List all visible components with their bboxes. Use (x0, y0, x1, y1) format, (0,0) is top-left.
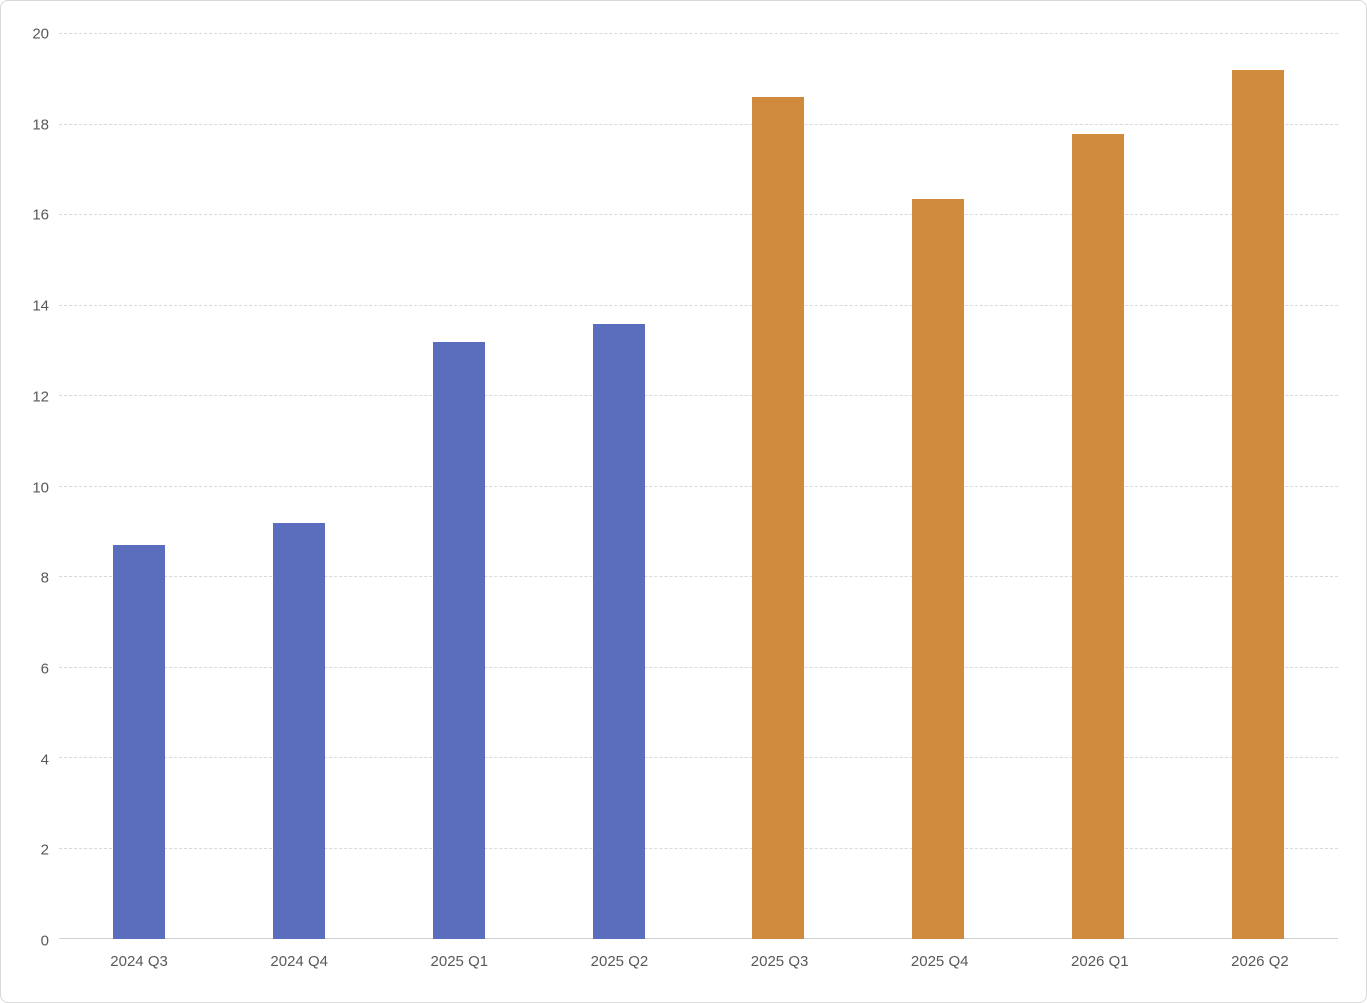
bar-2026-q2 (1232, 70, 1285, 939)
plot-area (59, 33, 1338, 939)
x-axis-tick-label: 2025 Q3 (750, 953, 809, 970)
bar-slot (699, 34, 859, 939)
gridline (59, 214, 1338, 215)
y-axis-tick-label: 2 (40, 841, 49, 859)
x-axis-tick-label: 2026 Q2 (1231, 953, 1289, 970)
bar-2025-q3 (752, 97, 805, 939)
gridline (59, 485, 1338, 487)
x-axis-tick-label: 2025 Q4 (910, 953, 969, 970)
y-axis-tick-label: 6 (40, 660, 49, 678)
bar-2024-q4 (272, 522, 325, 939)
bar-2025-q2 (592, 323, 645, 939)
y-axis-tick-label: 12 (32, 388, 49, 406)
y-axis-tick-label: 4 (40, 751, 49, 769)
gridline (59, 757, 1338, 758)
x-axis-tick-label: 2026 Q1 (1071, 953, 1129, 970)
bar-slot (379, 34, 539, 939)
gridline (59, 576, 1338, 577)
x-axis-tick-label: 2025 Q1 (430, 953, 489, 970)
x-axis-tick-label: 2025 Q2 (590, 953, 649, 970)
y-axis-tick-label: 8 (40, 569, 49, 587)
x-axis-tick-label: 2024 Q3 (110, 953, 168, 970)
bar-2025-q4 (912, 199, 965, 939)
gridline (59, 395, 1338, 396)
gridline (59, 304, 1338, 306)
y-axis-tick-label: 0 (40, 932, 49, 950)
y-axis-tick-label: 14 (32, 297, 49, 315)
bar-slot (1178, 34, 1338, 939)
gridline (59, 123, 1338, 125)
gridline (59, 33, 1338, 34)
bar-slot (1018, 34, 1178, 939)
bar-slot (59, 34, 219, 939)
bar-2025-q1 (432, 341, 485, 939)
bar-slot (858, 34, 1018, 939)
y-axis-tick-label: 16 (32, 206, 49, 224)
y-axis-tick-label: 18 (32, 116, 49, 134)
y-axis-tick-label: 20 (32, 25, 49, 43)
bar-slot (539, 34, 699, 939)
bar-slot (219, 34, 379, 939)
gridline (59, 666, 1338, 668)
bar-2024-q3 (112, 545, 165, 939)
y-axis-tick-label: 10 (32, 479, 49, 496)
bar-2026-q1 (1072, 133, 1125, 939)
gridline (59, 847, 1338, 849)
x-axis-tick-label: 2024 Q4 (270, 953, 328, 970)
gridline (59, 938, 1338, 939)
